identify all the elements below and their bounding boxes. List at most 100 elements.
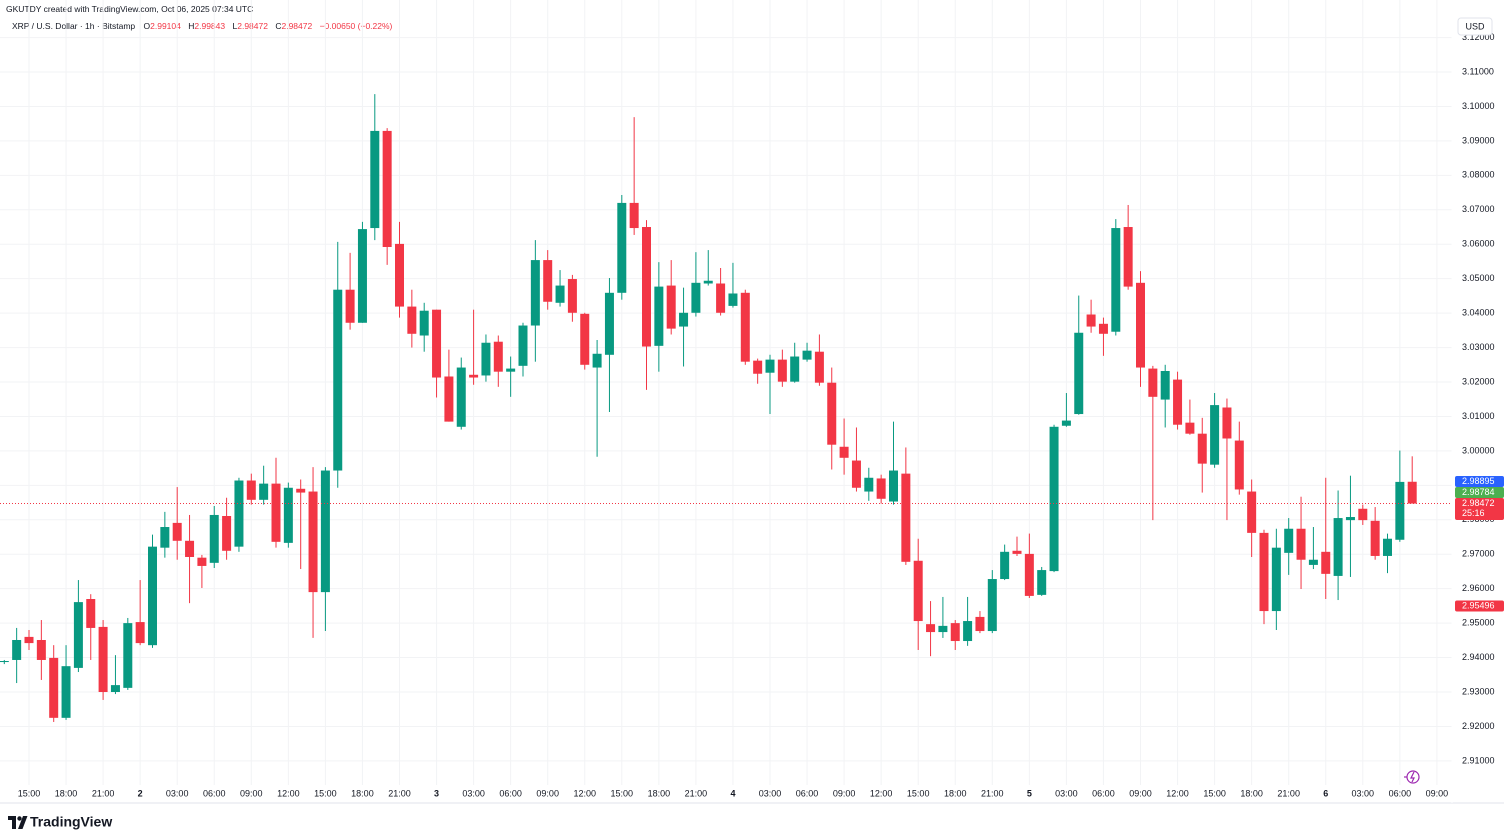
- y-tick-label: 3.01000: [1462, 411, 1495, 421]
- candle-body: [98, 626, 108, 693]
- y-tick-label: 2.91000: [1462, 755, 1495, 765]
- candle-body: [73, 602, 83, 668]
- candle-body: [86, 599, 96, 628]
- ohlc-key: C: [275, 21, 282, 31]
- candle-body: [679, 312, 689, 327]
- candle-body: [1136, 282, 1145, 368]
- y-tick-label: 3.00000: [1462, 445, 1495, 455]
- candle-body: [1234, 440, 1244, 490]
- x-tick-label: 09:00: [833, 788, 856, 798]
- candle-body: [172, 522, 182, 541]
- y-tick-label: 3.10000: [1462, 101, 1495, 111]
- x-tick-label: 06:00: [796, 788, 819, 798]
- x-tick-label: 09:00: [240, 788, 263, 798]
- legend: XRP / U.S. Dollar · 1h · Bitstamp O2.991…: [12, 21, 397, 31]
- candle-body: [1049, 426, 1059, 572]
- candle-body: [1000, 551, 1010, 580]
- candle-body: [1395, 481, 1405, 540]
- x-tick-label: 21:00: [388, 788, 411, 798]
- candle-body: [61, 666, 71, 718]
- candle-body: [1407, 481, 1417, 504]
- x-tick-label: 18:00: [1240, 788, 1263, 798]
- candle-body: [864, 477, 874, 492]
- candle-body: [1383, 538, 1392, 556]
- candle-body: [24, 636, 34, 644]
- candle-body: [357, 229, 367, 323]
- candle-body: [456, 367, 466, 427]
- candle-body: [123, 623, 133, 688]
- candle-body: [765, 359, 775, 373]
- candle-body: [592, 353, 602, 368]
- candle-body: [283, 487, 293, 543]
- brand-logo: [8, 816, 28, 829]
- candle-body: [1358, 508, 1368, 521]
- countdown: 25:16: [1462, 508, 1485, 518]
- x-tick-label: 12:00: [573, 788, 596, 798]
- candle-body: [740, 292, 750, 362]
- candle-body: [432, 309, 442, 378]
- candle-body: [1185, 422, 1195, 434]
- candle-body: [1284, 528, 1294, 553]
- candle-body: [913, 560, 923, 622]
- x-tick-label: 21:00: [1277, 788, 1300, 798]
- candle-body: [753, 360, 763, 374]
- candle-body: [1308, 559, 1318, 565]
- x-tick-label: 21:00: [981, 788, 1004, 798]
- candle-body: [12, 639, 22, 660]
- candle-body: [851, 460, 861, 488]
- candle-body: [950, 623, 960, 642]
- x-tick-label: 12:00: [870, 788, 893, 798]
- candle-body: [1037, 570, 1047, 595]
- y-tick-label: 3.07000: [1462, 204, 1495, 214]
- candle-body: [296, 488, 306, 493]
- candle-body: [567, 279, 577, 313]
- candle-body: [222, 515, 232, 551]
- y-tick-label: 3.08000: [1462, 170, 1495, 180]
- candle-body: [839, 446, 849, 458]
- x-tick-label: 15:00: [907, 788, 930, 798]
- candle-body: [1148, 368, 1158, 397]
- candle-body: [963, 621, 973, 642]
- x-tick-label: 21:00: [685, 788, 708, 798]
- candle-body: [1086, 314, 1096, 327]
- candle-body: [1160, 370, 1170, 400]
- x-tick-label: 03:00: [166, 788, 189, 798]
- axes: [0, 802, 1504, 804]
- currency-box: [1457, 17, 1493, 36]
- candle-body: [1098, 323, 1108, 334]
- candle-body: [370, 130, 380, 229]
- candle-body: [1123, 227, 1133, 287]
- candle-body: [642, 227, 651, 347]
- candle-body: [691, 282, 701, 313]
- x-tick-label: 06:00: [1389, 788, 1412, 798]
- y-tick-label: 3.12000: [1462, 32, 1495, 42]
- y-tick-label: 3.03000: [1462, 342, 1495, 352]
- x-tick-label: 21:00: [92, 788, 115, 798]
- candle-body: [814, 351, 824, 383]
- candle-body: [926, 624, 936, 633]
- candle-body: [1345, 517, 1355, 521]
- price-marker-box: [1455, 600, 1504, 612]
- price-marker-label: 2.98895: [1462, 476, 1495, 486]
- candle-body: [703, 280, 713, 284]
- candle-body: [1197, 433, 1207, 464]
- candle-body: [1259, 532, 1269, 612]
- x-tick-label: 15:00: [611, 788, 634, 798]
- x-tick-label: 03:00: [462, 788, 485, 798]
- ohlc-value: 2.99843: [194, 21, 226, 31]
- candle-body: [987, 579, 997, 632]
- x-tick-label: 03:00: [1352, 788, 1375, 798]
- candle-body: [148, 546, 157, 646]
- candle-body: [1012, 550, 1022, 554]
- candles: [0, 94, 1417, 722]
- candle-body: [493, 341, 503, 372]
- candle-body: [777, 359, 787, 382]
- candle-body: [728, 293, 738, 306]
- y-tick-label: 3.02000: [1462, 376, 1495, 386]
- ohlc-key: L: [232, 21, 238, 31]
- x-tick-label: 06:00: [499, 788, 522, 798]
- change: −0.00650 (−0.22%): [319, 21, 393, 31]
- candle-body: [395, 243, 404, 307]
- candle-body: [506, 368, 516, 372]
- candle-body: [555, 285, 565, 303]
